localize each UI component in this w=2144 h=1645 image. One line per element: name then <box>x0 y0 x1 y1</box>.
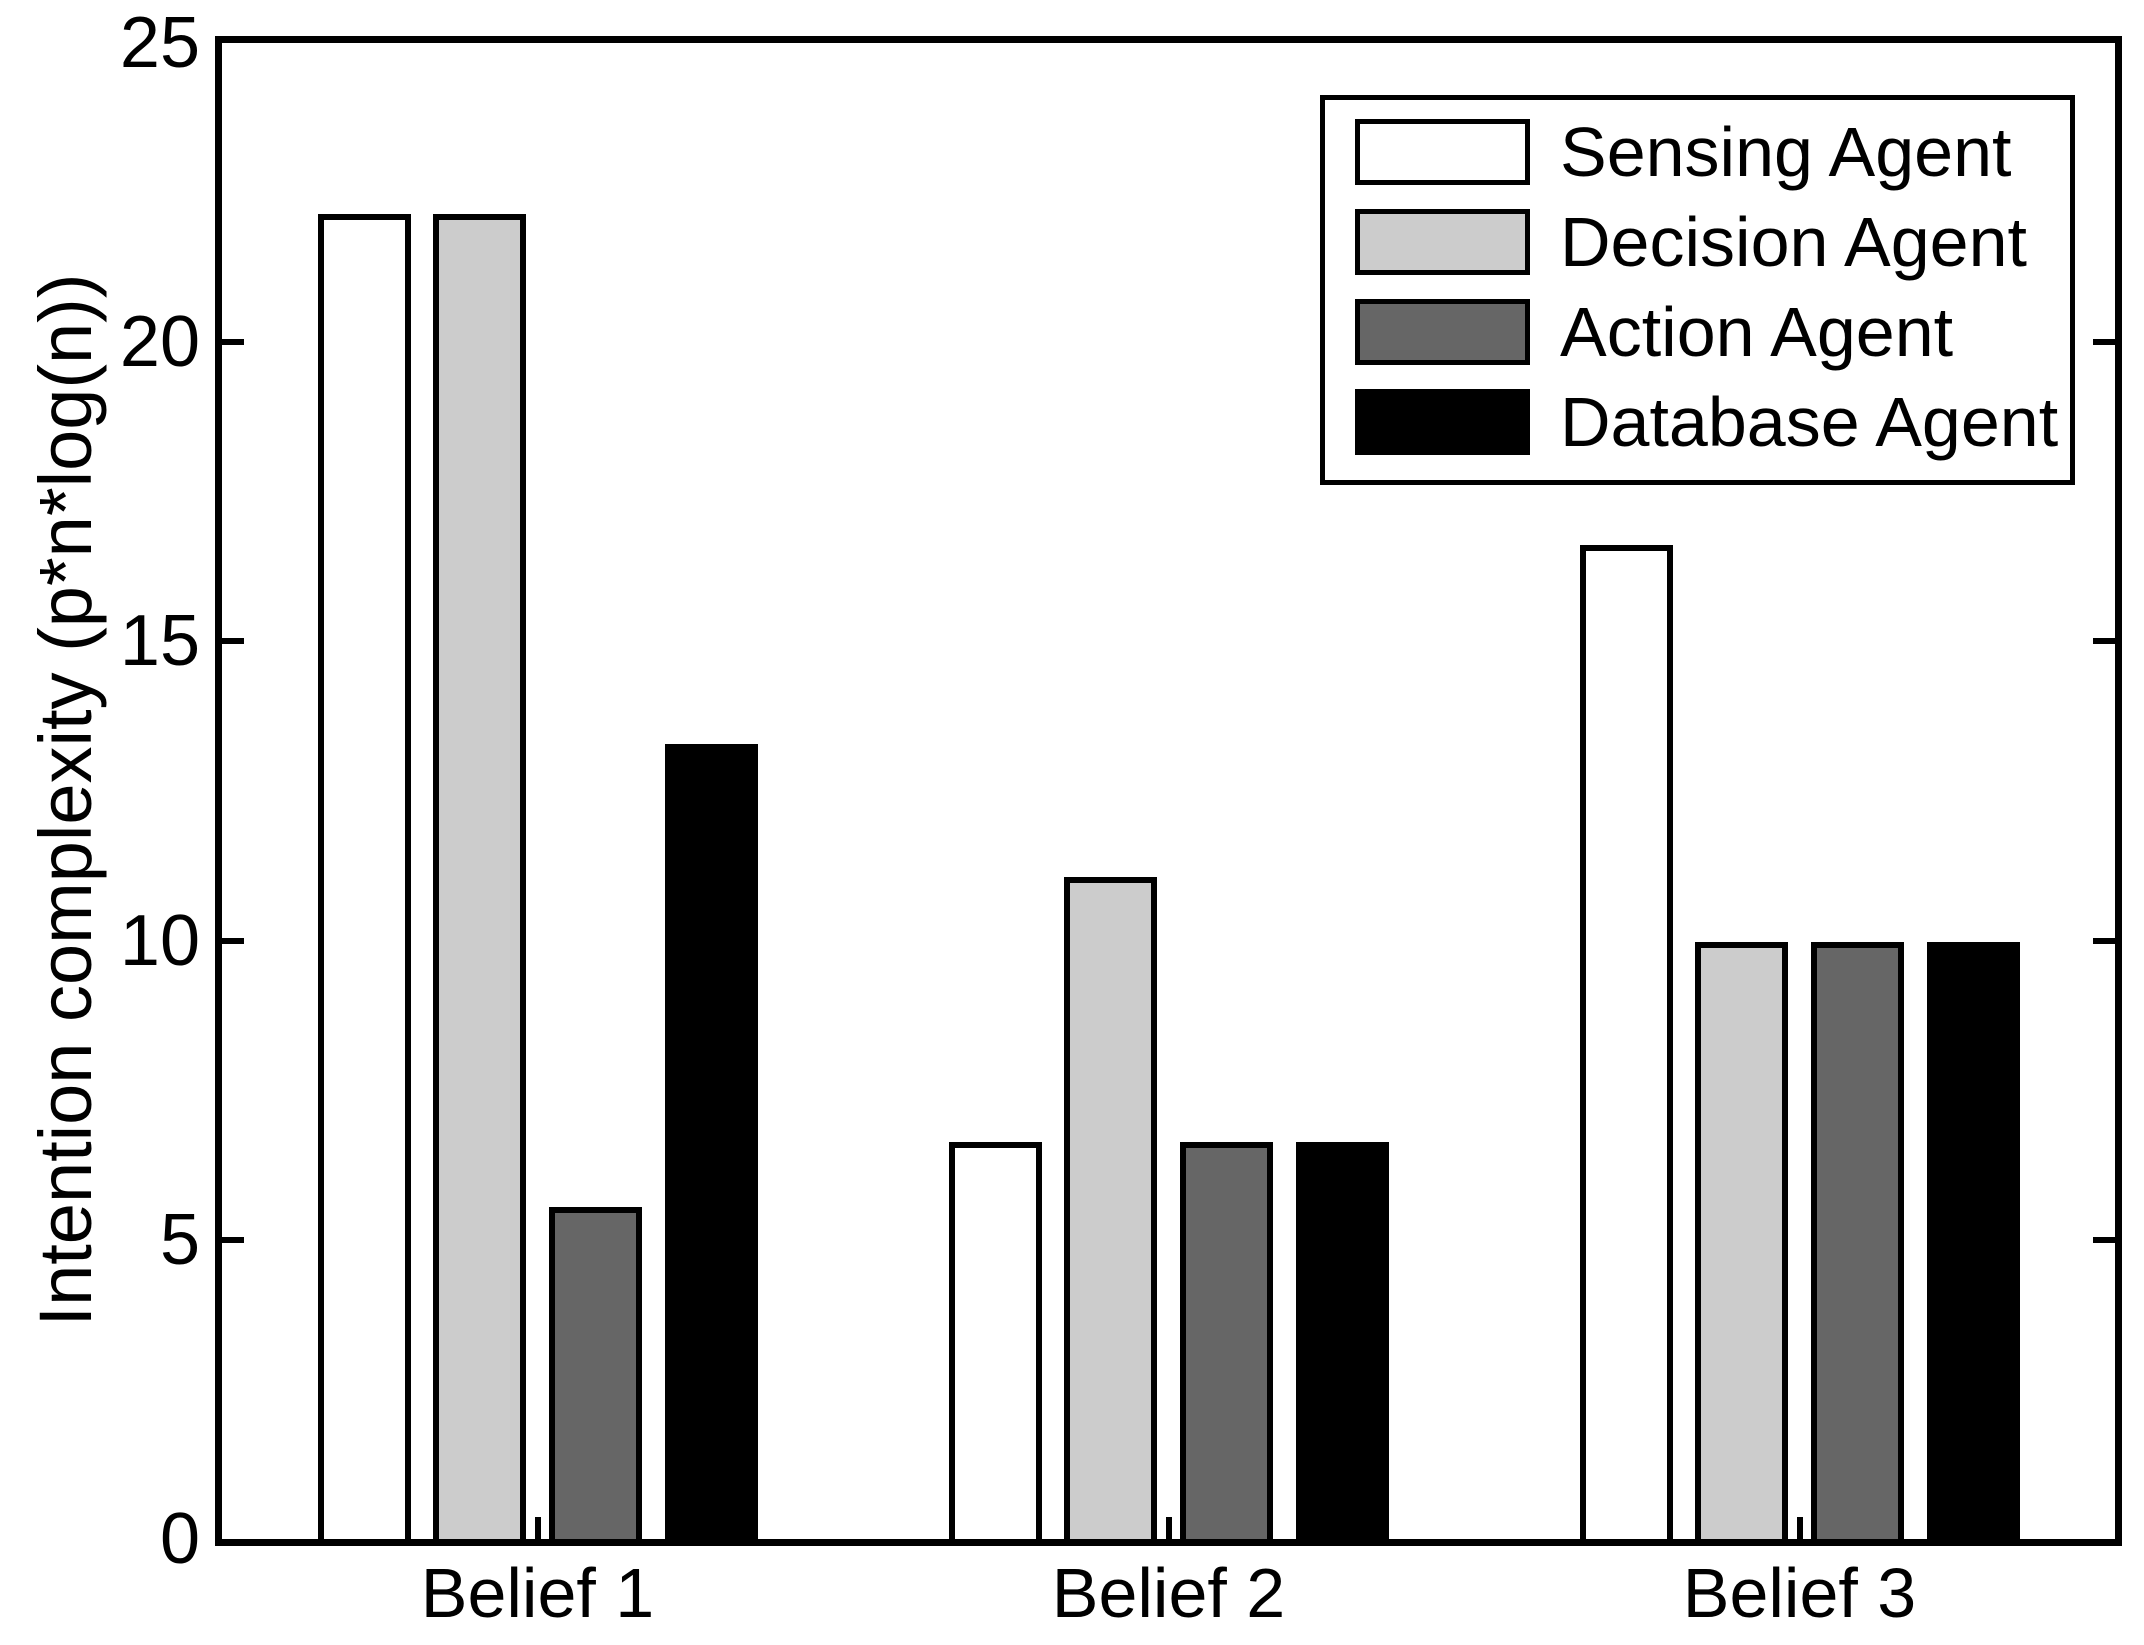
legend-swatch-decision-agent <box>1355 209 1530 275</box>
x-tick <box>1165 1517 1172 1539</box>
legend-label: Database Agent <box>1560 383 2059 461</box>
y-tick-label: 25 <box>119 3 200 83</box>
legend-row: Database Agent <box>1325 377 2070 467</box>
y-tick-left <box>222 339 244 346</box>
bar-database-agent-belief-2 <box>1295 1141 1389 1539</box>
x-tick-label: Belief 3 <box>1682 1554 1917 1632</box>
y-tick-right <box>2093 1236 2115 1243</box>
y-tick-label: 20 <box>119 302 200 383</box>
legend-label: Action Agent <box>1560 293 1954 371</box>
y-tick-right <box>2093 339 2115 346</box>
y-tick-left <box>222 1236 244 1243</box>
legend-row: Decision Agent <box>1325 197 2070 287</box>
bar-database-agent-belief-1 <box>664 743 758 1539</box>
bar-sensing-agent-belief-1 <box>317 213 411 1539</box>
bar-decision-agent-belief-2 <box>1064 876 1158 1539</box>
y-tick-right <box>2093 638 2115 645</box>
y-tick-left <box>222 937 244 944</box>
bar-action-agent-belief-1 <box>548 1207 642 1539</box>
y-tick-left <box>222 638 244 645</box>
y-tick-label: 0 <box>159 1499 200 1579</box>
x-tick <box>534 1517 541 1539</box>
legend-label: Decision Agent <box>1560 203 2027 281</box>
bar-decision-agent-belief-1 <box>433 213 527 1539</box>
y-tick-label: 5 <box>159 1199 200 1280</box>
bar-action-agent-belief-3 <box>1810 942 1904 1539</box>
y-tick-right <box>2093 937 2115 944</box>
y-axis-title: Intention complexity (p*n*log(n)) <box>24 273 107 1327</box>
legend-row: Sensing Agent <box>1325 107 2070 197</box>
x-tick-label: Belief 2 <box>1051 1554 1286 1632</box>
x-tick <box>1796 1517 1803 1539</box>
bar-sensing-agent-belief-3 <box>1579 545 1673 1539</box>
legend: Sensing Agent Decision Agent Action Agent D… <box>1320 95 2075 485</box>
x-tick-label: Belief 1 <box>420 1554 655 1632</box>
bar-decision-agent-belief-3 <box>1695 942 1789 1539</box>
legend-label: Sensing Agent <box>1560 113 2012 191</box>
legend-swatch-sensing-agent <box>1355 119 1530 185</box>
y-tick-label: 15 <box>119 601 200 682</box>
legend-row: Action Agent <box>1325 287 2070 377</box>
legend-swatch-action-agent <box>1355 299 1530 365</box>
legend-swatch-database-agent <box>1355 389 1530 455</box>
bar-sensing-agent-belief-2 <box>948 1141 1042 1539</box>
y-tick-label: 10 <box>119 900 200 981</box>
bar-database-agent-belief-3 <box>1926 942 2020 1539</box>
bar-action-agent-belief-2 <box>1179 1141 1273 1539</box>
